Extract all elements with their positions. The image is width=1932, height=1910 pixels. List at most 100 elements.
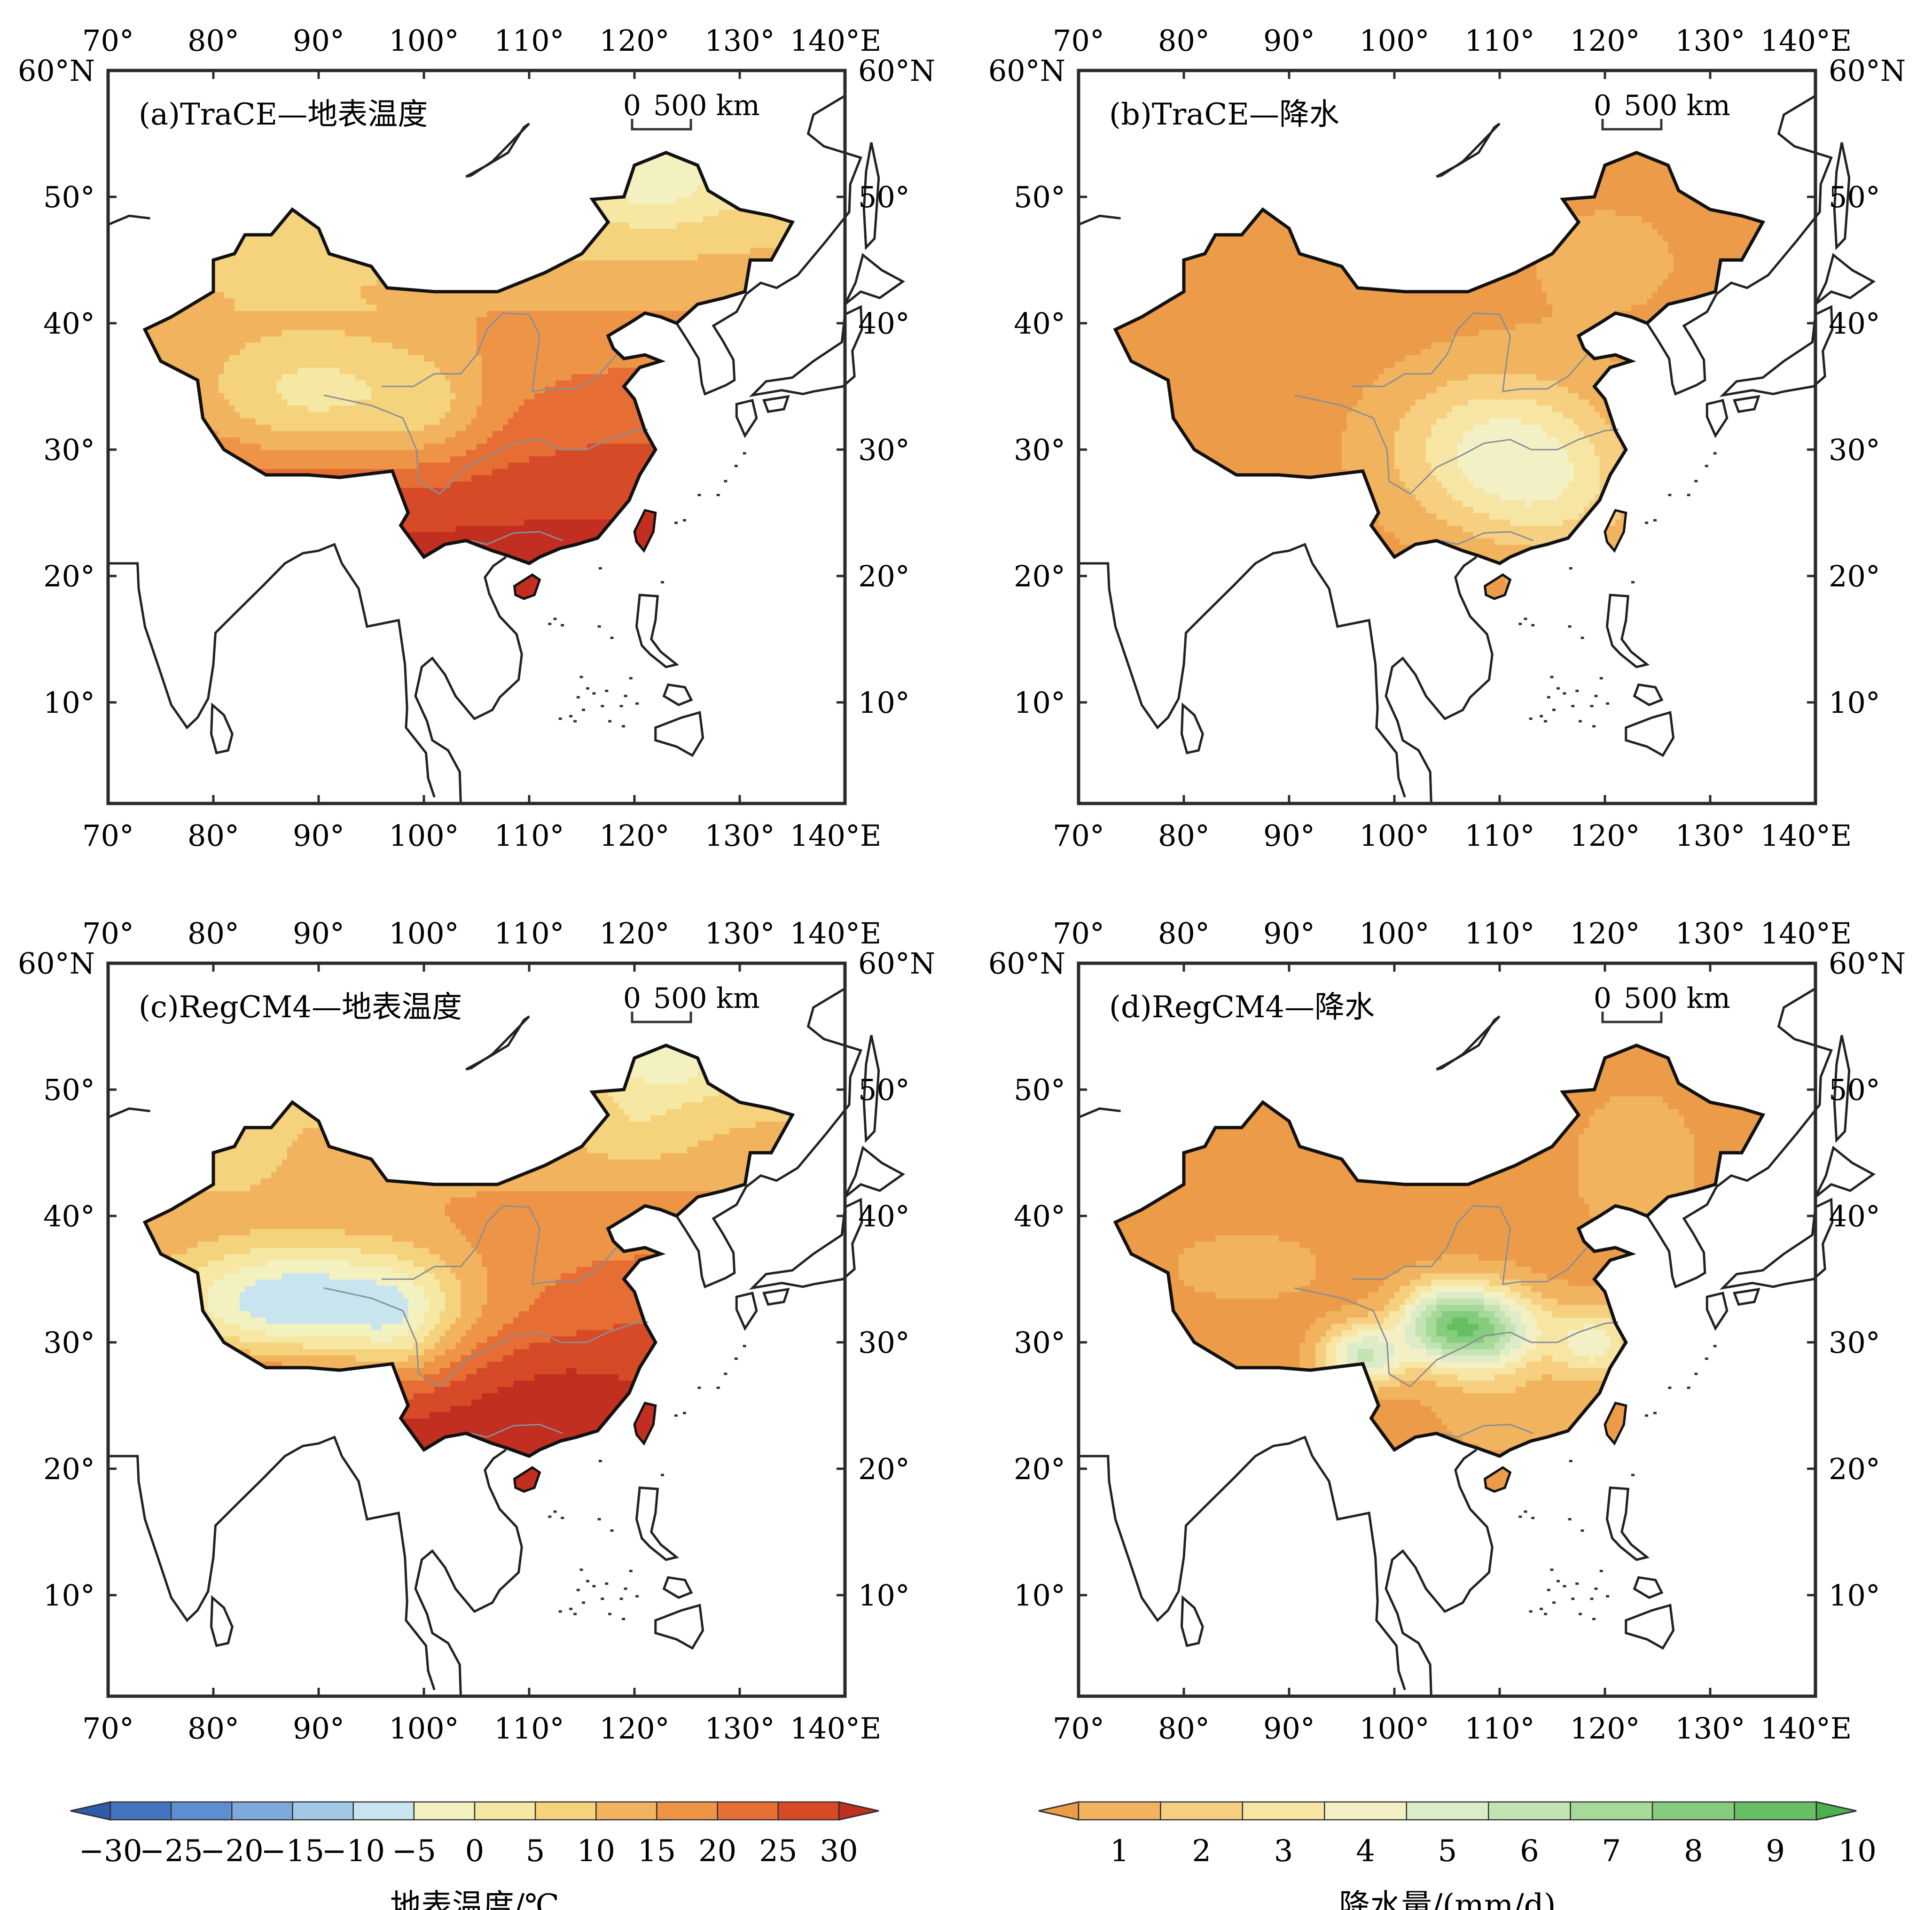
island-mark: [1571, 1598, 1575, 1600]
field-temperature: [145, 152, 792, 599]
y-tick-label-left: 40°: [43, 1199, 95, 1233]
x-tick-label-bottom: 140°E: [1760, 1711, 1852, 1746]
x-tick-label-top: 140°E: [1760, 916, 1852, 951]
island-mark: [624, 1587, 627, 1590]
island-mark: [1544, 1613, 1548, 1615]
coastline: [1311, 1455, 1406, 1691]
island-mark: [697, 1387, 701, 1389]
coastline: [1311, 562, 1406, 798]
y-tick-label-left: 60°N: [18, 54, 95, 88]
x-tick-label-top: 90°: [1263, 23, 1315, 58]
coastline: [1180, 1595, 1204, 1647]
island-mark: [622, 725, 626, 728]
y-tick-label-left: 10°: [1014, 686, 1065, 720]
x-tick-label-top: 100°: [389, 23, 459, 58]
river-line: [1294, 1287, 1619, 1388]
island-mark: [1668, 1387, 1672, 1389]
island-mark: [573, 720, 577, 723]
colorbar-arrow-low: [1038, 1801, 1079, 1821]
colorbar-tick-label: 7: [1602, 1834, 1621, 1869]
x-tick-label-bottom: 120°: [1570, 819, 1640, 853]
island-mark: [548, 623, 552, 625]
colorbar-tick-label: 10: [1838, 1834, 1877, 1869]
island-mark: [1518, 623, 1522, 625]
coastline: [341, 1455, 436, 1691]
island-mark: [597, 625, 601, 628]
y-tick-label-right: 60°N: [858, 946, 935, 981]
x-tick-label-bottom: 120°: [1570, 1711, 1640, 1746]
coastline: [635, 1486, 680, 1561]
y-tick-label-right: 10°: [858, 1578, 910, 1613]
colorbar-swatch: [1651, 1801, 1735, 1821]
island-mark: [1557, 1580, 1560, 1583]
island-mark: [1569, 567, 1572, 569]
y-tick-label-right: 50°: [1829, 180, 1880, 214]
colorbar-tick-label: −20: [200, 1834, 264, 1869]
island-mark: [1713, 452, 1717, 455]
x-tick-label-top: 120°: [1570, 916, 1640, 951]
x-tick-label-bottom: 110°: [494, 819, 564, 853]
x-tick-label-bottom: 70°: [1053, 819, 1104, 853]
y-tick-label-right: 40°: [858, 306, 910, 341]
field-temperature: [145, 1045, 792, 1492]
coastline: [1646, 293, 1718, 396]
colorbar-swatch: [595, 1801, 657, 1821]
y-tick-label-right: 10°: [1829, 686, 1880, 720]
x-tick-label-top: 110°: [494, 23, 564, 58]
coastline: [662, 1576, 693, 1599]
island-mark: [579, 1568, 583, 1571]
island-mark: [1631, 581, 1635, 584]
island-mark: [1540, 1607, 1543, 1610]
field-precipitation: [1115, 1045, 1763, 1492]
island-mark: [716, 1387, 720, 1389]
colorbar-swatch: [1324, 1801, 1408, 1821]
taiwan-outline: [1603, 509, 1627, 553]
colorbar-tick-label: −10: [321, 1834, 385, 1869]
x-tick-label-top: 90°: [1263, 916, 1315, 951]
y-tick-label-left: 20°: [1014, 1452, 1065, 1486]
colorbar-tick-label: 0: [465, 1834, 485, 1869]
island-mark: [1563, 692, 1566, 695]
x-tick-label-top: 130°: [704, 23, 774, 58]
island-mark: [1550, 1568, 1554, 1571]
island-mark: [1518, 1515, 1522, 1518]
coastline: [1719, 305, 1834, 397]
scale-bar-label: 500 km: [1624, 89, 1730, 122]
y-tick-label-left: 10°: [1014, 1578, 1065, 1613]
island-mark: [1568, 1518, 1572, 1520]
coastline: [844, 1146, 905, 1198]
island-mark: [569, 1607, 573, 1610]
colorbar-arrow-high: [1815, 1801, 1857, 1821]
x-tick-label-top: 90°: [293, 23, 344, 58]
x-tick-label-bottom: 70°: [82, 819, 134, 853]
x-tick-label-bottom: 90°: [1263, 1711, 1315, 1746]
island-mark: [598, 567, 602, 569]
island-mark: [629, 1570, 633, 1572]
map-frame: [1077, 69, 1817, 805]
colorbar-swatch: [110, 1801, 172, 1821]
island-mark: [569, 715, 573, 717]
colorbar-arrow-high: [838, 1801, 879, 1821]
colorbar-title: 降水量/(mm/d): [1339, 1887, 1556, 1910]
scale-bar-zero: 0: [1594, 89, 1611, 122]
x-tick-label-top: 110°: [494, 916, 564, 951]
island-mark: [674, 522, 678, 524]
coastline: [108, 1435, 343, 1622]
island-mark: [1540, 715, 1543, 717]
y-tick-label-right: 20°: [858, 559, 910, 593]
y-tick-label-left: 50°: [1014, 1073, 1065, 1107]
island-mark: [743, 452, 746, 455]
colorbar-swatch: [534, 1801, 597, 1821]
island-mark: [1713, 1345, 1717, 1348]
x-tick-label-bottom: 110°: [494, 1711, 564, 1746]
coastline: [1705, 398, 1729, 438]
x-tick-label-top: 80°: [188, 23, 239, 58]
coastline: [210, 1595, 234, 1647]
map-frame: [106, 69, 847, 805]
island-mark: [674, 1414, 678, 1417]
china-border: [1113, 151, 1766, 565]
colorbar-tick-label: 4: [1356, 1834, 1375, 1869]
colorbar-tick-label: 5: [526, 1834, 545, 1869]
x-tick-label-bottom: 130°: [1675, 819, 1745, 853]
island-mark: [601, 1598, 604, 1600]
